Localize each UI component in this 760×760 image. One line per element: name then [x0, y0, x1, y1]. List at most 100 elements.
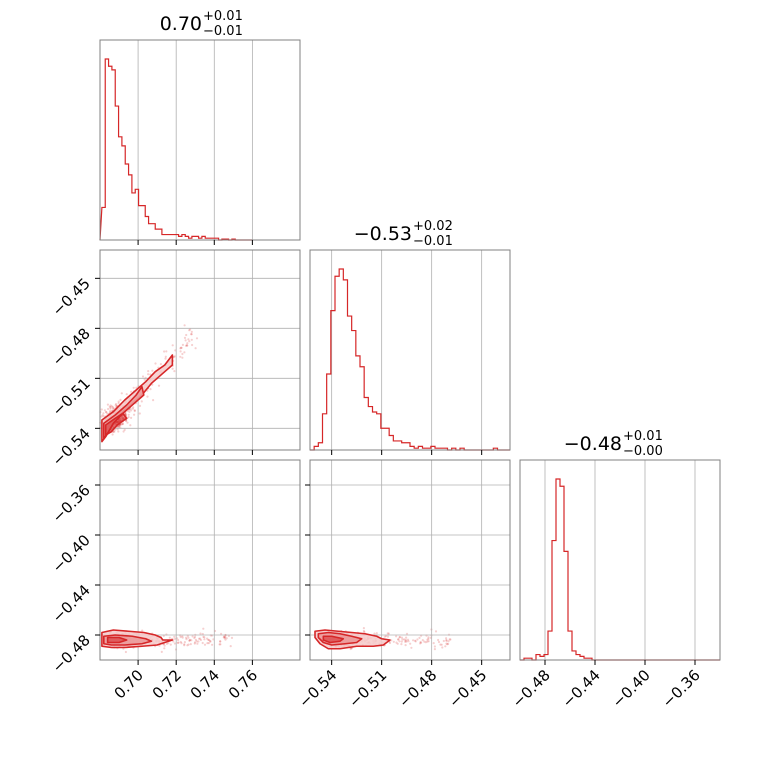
- scatter-point: [109, 406, 112, 409]
- scatter-point: [127, 415, 130, 419]
- scatter-point: [225, 637, 228, 640]
- scatter-point: [445, 638, 448, 642]
- title-lower-error-2: −0.00: [623, 444, 663, 459]
- scatter-point: [363, 631, 366, 634]
- scatter-point: [121, 422, 124, 426]
- scatter-point: [131, 407, 134, 410]
- scatter-point: [152, 399, 155, 402]
- scatter-point: [138, 412, 141, 415]
- scatter-point: [133, 409, 136, 413]
- scatter-point: [140, 400, 143, 403]
- scatter-point: [167, 642, 170, 645]
- scatter-point: [130, 409, 133, 412]
- scatter-point: [427, 636, 430, 639]
- scatter-point: [446, 643, 449, 646]
- scatter-point: [181, 356, 184, 359]
- scatter-point: [118, 424, 121, 427]
- scatter-point: [168, 636, 171, 639]
- histogram-panel-0-frame: [99, 39, 301, 241]
- scatter-point: [163, 644, 166, 647]
- scatter-point: [164, 355, 167, 358]
- scatter-point: [106, 412, 109, 415]
- scatter-point: [404, 639, 407, 642]
- scatter-point: [199, 632, 202, 635]
- scatter-point: [171, 367, 174, 370]
- scatter-point: [103, 409, 106, 412]
- scatter-point: [117, 430, 120, 433]
- scatter-point: [173, 355, 176, 358]
- scatter-point: [445, 642, 448, 645]
- scatter-point: [120, 423, 123, 426]
- scatter-point: [218, 643, 221, 646]
- scatter-point: [420, 641, 423, 644]
- scatter-point: [362, 627, 365, 630]
- scatter-point: [122, 430, 125, 433]
- scatter-point: [196, 642, 199, 645]
- scatter-point: [117, 402, 120, 405]
- scatter-point: [185, 636, 188, 639]
- scatter-point: [191, 343, 194, 347]
- scatter-point: [100, 415, 103, 418]
- scatter-point: [135, 386, 138, 389]
- scatter-point: [112, 407, 115, 411]
- scatter-point: [188, 639, 191, 642]
- scatter-point: [123, 428, 126, 431]
- scatter-point: [141, 629, 144, 632]
- scatter-panel-1-frame: [99, 459, 301, 661]
- scatter-point: [349, 647, 352, 651]
- scatter-point: [400, 640, 403, 643]
- scatter-point: [183, 351, 186, 354]
- scatter-point: [439, 643, 442, 646]
- scatter-point: [410, 646, 413, 649]
- scatter-point: [387, 632, 390, 635]
- scatter-point: [184, 339, 187, 342]
- scatter-point: [169, 643, 172, 646]
- scatter-point: [120, 392, 123, 395]
- scatter-point: [149, 373, 152, 376]
- scatter-point: [199, 638, 202, 642]
- scatter-point: [206, 642, 209, 645]
- scatter-point: [190, 639, 193, 642]
- scatter-point: [108, 405, 111, 408]
- scatter-point: [444, 645, 447, 648]
- scatter-point: [172, 640, 175, 643]
- scatter-point: [133, 409, 136, 412]
- scatter-point: [397, 638, 400, 641]
- scatter-point: [440, 643, 443, 646]
- scatter-point: [189, 643, 192, 646]
- scatter-point: [107, 407, 110, 411]
- scatter-point: [388, 641, 392, 645]
- title-value-0: 0.70: [160, 13, 202, 35]
- scatter-point: [185, 638, 188, 641]
- scatter-point: [130, 416, 133, 419]
- scatter-point: [187, 338, 190, 341]
- scatter-point: [138, 404, 142, 407]
- scatter-point: [100, 408, 103, 411]
- scatter-point: [397, 638, 400, 641]
- scatter-point: [106, 403, 109, 406]
- scatter-point: [165, 350, 168, 353]
- scatter-point: [437, 640, 441, 644]
- scatter-point: [193, 642, 196, 645]
- scatter-point: [407, 640, 410, 643]
- scatter-point: [427, 640, 430, 643]
- scatter-point: [405, 640, 408, 643]
- scatter-point: [130, 390, 133, 393]
- title-upper-error-0: +0.01: [203, 9, 243, 24]
- scatter-point: [362, 629, 365, 633]
- scatter-point: [224, 638, 227, 641]
- scatter-point: [109, 404, 112, 407]
- title-value-2: −0.48: [564, 433, 622, 455]
- scatter-point: [183, 336, 187, 339]
- scatter-point: [125, 419, 128, 422]
- scatter-point: [211, 643, 214, 646]
- scatter-point: [219, 640, 222, 643]
- scatter-point: [183, 644, 186, 647]
- scatter-point: [112, 430, 115, 433]
- scatter-point: [383, 635, 386, 638]
- scatter-point: [119, 398, 122, 401]
- scatter-point: [174, 637, 177, 640]
- scatter-point: [427, 637, 430, 641]
- scatter-point: [165, 642, 168, 646]
- scatter-point: [176, 641, 179, 645]
